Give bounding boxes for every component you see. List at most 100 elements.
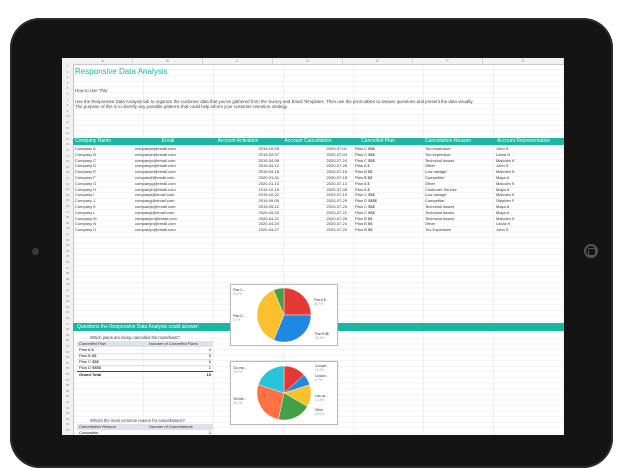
table-row[interactable]: Company F companyf@email.com 2020-01-01 202… bbox=[73, 175, 564, 181]
row-number[interactable]: 34 bbox=[65, 248, 70, 253]
table-cell[interactable]: Company F bbox=[75, 175, 96, 180]
table-cell[interactable]: John S bbox=[496, 146, 509, 151]
table-cell[interactable]: Customer Service bbox=[425, 186, 457, 192]
row-number[interactable]: 12 bbox=[65, 125, 70, 130]
column-header[interactable]: E bbox=[343, 58, 413, 64]
table-cell[interactable]: Company O bbox=[75, 227, 97, 233]
table-cell[interactable]: Other bbox=[425, 163, 436, 169]
table-cell[interactable]: Competitor bbox=[425, 198, 445, 204]
table-cell[interactable]: 2020-07-18 bbox=[326, 175, 347, 180]
table-cell[interactable]: companye@email.com bbox=[135, 169, 176, 175]
row-number[interactable]: 17 bbox=[65, 153, 70, 158]
table-cell[interactable]: Company G bbox=[75, 180, 97, 186]
row-number[interactable]: 20 bbox=[65, 170, 70, 175]
row-number[interactable]: 32 bbox=[65, 237, 70, 242]
table-cell[interactable]: 2019-09-09 bbox=[258, 198, 279, 204]
table-cell[interactable]: Plan C $$$ bbox=[355, 192, 375, 198]
row-number[interactable]: 31 bbox=[65, 232, 70, 236]
table-cell[interactable]: 2019-10-09 bbox=[258, 146, 279, 151]
table-cell[interactable]: Plan C $$$ bbox=[355, 151, 375, 157]
table-row[interactable]: Company N companyn@email.com 2020-04-24 202… bbox=[73, 221, 564, 227]
row-number[interactable]: 66 bbox=[65, 428, 70, 432]
table-cell[interactable]: companyg@email.com bbox=[135, 180, 176, 186]
table-cell[interactable]: Other bbox=[425, 221, 436, 227]
table-cell[interactable]: Too expensive bbox=[425, 151, 451, 157]
column-header[interactable]: G bbox=[483, 58, 564, 64]
row-number[interactable]: 45 bbox=[65, 310, 70, 315]
table-cell[interactable]: Too expensive bbox=[425, 146, 451, 151]
table-cell[interactable]: Company N bbox=[75, 221, 97, 227]
row-number[interactable]: 35 bbox=[65, 254, 70, 259]
table-cell[interactable]: companyl@email.com bbox=[135, 209, 175, 215]
table-cell[interactable]: Plan A $ bbox=[355, 180, 370, 186]
row-number[interactable]: 61 bbox=[65, 400, 70, 404]
row-number[interactable]: 38 bbox=[65, 271, 70, 276]
table-cell[interactable]: 2020-04-27 bbox=[258, 227, 279, 233]
row-number[interactable]: 48 bbox=[65, 327, 70, 332]
reason-pie-chart[interactable]: Too exp... 20.0% Technic... 26.7% Compet..… bbox=[230, 361, 338, 425]
row-number[interactable]: 44 bbox=[65, 304, 70, 309]
table-cell[interactable]: Maya A bbox=[496, 175, 510, 180]
row-number[interactable]: 41 bbox=[65, 288, 70, 292]
table-cell[interactable]: Low useage bbox=[425, 192, 447, 198]
row-number[interactable]: 26 bbox=[65, 204, 70, 208]
table-cell[interactable]: 2020-04-03 bbox=[258, 209, 279, 215]
table-cell[interactable]: 2020-07-19 bbox=[326, 192, 347, 198]
row-number[interactable]: 21 bbox=[65, 176, 70, 180]
table-cell[interactable]: Plan C $$$ bbox=[355, 209, 375, 215]
row-number[interactable]: 62 bbox=[65, 405, 70, 410]
table-row[interactable]: Company D companyd@email.com 2019-04-12 202… bbox=[73, 163, 564, 169]
row-number[interactable]: 33 bbox=[65, 243, 70, 248]
table-cell[interactable]: companyh@email.com bbox=[135, 186, 176, 192]
row-number[interactable]: 9 bbox=[66, 108, 69, 113]
table-cell[interactable]: Too Expensive bbox=[425, 227, 452, 233]
table-cell[interactable]: Company J bbox=[75, 198, 96, 204]
table-cell[interactable]: 2020-07-16 bbox=[326, 169, 347, 175]
table-cell[interactable]: 2020-07-29 bbox=[326, 204, 347, 209]
table-cell[interactable]: 2020-01-13 bbox=[258, 180, 279, 186]
pie-slice-plan-d-[interactable] bbox=[273, 287, 285, 316]
table-row[interactable]: Company K companyk@email.com 2019-09-12 202… bbox=[73, 204, 564, 210]
home-button-icon[interactable] bbox=[584, 244, 598, 258]
row-number[interactable]: 58 bbox=[65, 383, 70, 388]
table-cell[interactable]: Malcolm K bbox=[496, 180, 515, 186]
row-number[interactable]: 6 bbox=[66, 92, 69, 96]
table-row[interactable]: Company L companyl@email.com 2020-04-03 202… bbox=[73, 210, 564, 216]
row-number[interactable]: 4 bbox=[66, 80, 69, 85]
pie-slice-plan-a-[interactable] bbox=[283, 287, 312, 316]
table-cell[interactable]: Maya A bbox=[496, 209, 510, 215]
table-cell[interactable]: Maya A bbox=[496, 186, 510, 192]
table-cell[interactable]: Competitor bbox=[425, 175, 445, 180]
pivot-row[interactable]: Plan B $$ 5 bbox=[77, 353, 213, 360]
row-number[interactable]: 23 bbox=[65, 187, 70, 192]
row-number[interactable]: 57 bbox=[65, 377, 70, 382]
row-number[interactable]: 1 bbox=[66, 64, 69, 68]
row-number[interactable]: 39 bbox=[65, 276, 70, 281]
table-row[interactable]: Company I companyi@email.com 2019-10-22 202… bbox=[73, 192, 564, 198]
row-number[interactable]: 24 bbox=[65, 192, 70, 197]
pie-slice-plan-c-[interactable] bbox=[256, 289, 285, 341]
table-cell[interactable]: Plan D $$$$ bbox=[355, 198, 378, 204]
row-number[interactable]: 5 bbox=[66, 86, 69, 91]
row-number[interactable]: 8 bbox=[66, 103, 69, 108]
pie-slice-plan-b-[interactable] bbox=[273, 314, 312, 343]
pie-slice-technical-issues[interactable] bbox=[256, 384, 285, 420]
table-cell[interactable]: 2020-07-13 bbox=[326, 180, 347, 186]
table-cell[interactable]: 2020-07-20 bbox=[326, 227, 347, 233]
table-cell[interactable]: Other bbox=[425, 180, 436, 186]
table-cell[interactable]: Company I bbox=[75, 192, 95, 198]
table-cell[interactable]: 2020-07-22 bbox=[326, 209, 347, 215]
table-cell[interactable]: Plan B $$ bbox=[355, 175, 373, 180]
table-cell[interactable]: Plan C $$$ bbox=[355, 204, 375, 209]
table-row[interactable]: Company M companym@email.com 2020-04-21 202… bbox=[73, 216, 564, 222]
row-number[interactable]: 56 bbox=[65, 372, 70, 376]
column-header[interactable]: C bbox=[203, 58, 273, 64]
table-cell[interactable]: companyi@email.com bbox=[135, 192, 175, 198]
table-cell[interactable]: 2020-07-08 bbox=[326, 186, 347, 192]
table-cell[interactable]: Malcolm K bbox=[496, 169, 515, 175]
table-cell[interactable]: Plan B $$ bbox=[355, 215, 373, 221]
table-cell[interactable]: companyk@email.com bbox=[135, 204, 176, 209]
row-number[interactable]: 14 bbox=[65, 136, 70, 141]
column-header[interactable]: B bbox=[133, 58, 203, 64]
table-row[interactable]: Company H companyh@email.com 2019-10-15 202… bbox=[73, 187, 564, 193]
